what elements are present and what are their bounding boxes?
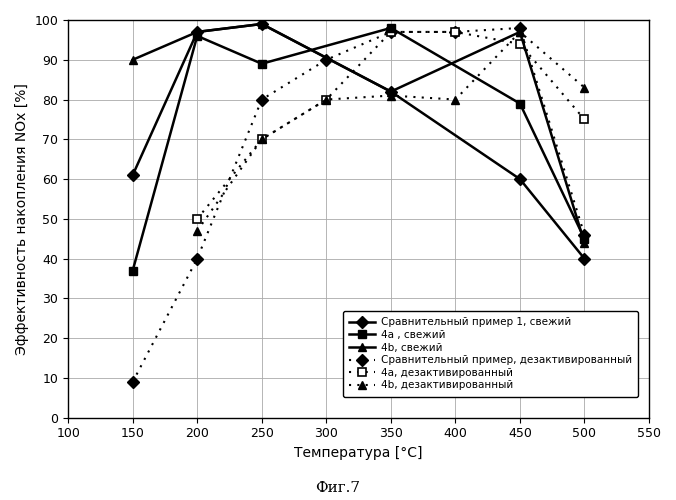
4b, свежий	[581, 240, 589, 246]
4b, дезактивированный	[581, 84, 589, 90]
4a , свежий	[516, 100, 524, 106]
4a , свежий	[258, 60, 266, 66]
Y-axis label: Эффективность накопления NOx [%]: Эффективность накопления NOx [%]	[15, 83, 29, 355]
Сравнительный пример 1, свежий	[387, 88, 395, 94]
4b, свежий	[193, 29, 201, 35]
4b, дезактивированный	[387, 92, 395, 98]
Line: 4b, дезактивированный: 4b, дезактивированный	[193, 28, 589, 235]
4b, дезактивированный	[193, 228, 201, 234]
4b, дезактивированный	[322, 96, 331, 102]
Сравнительный пример, дезактивированный	[581, 232, 589, 238]
Сравнительный пример, дезактивированный	[322, 57, 331, 63]
4a, дезактивированный	[516, 41, 524, 47]
Сравнительный пример 1, свежий	[128, 172, 137, 178]
Line: Сравнительный пример, дезактивированный: Сравнительный пример, дезактивированный	[128, 24, 589, 386]
Сравнительный пример, дезактивированный	[516, 25, 524, 31]
Text: Фиг.7: Фиг.7	[316, 481, 360, 495]
Сравнительный пример 1, свежий	[258, 21, 266, 27]
4a, дезактивированный	[387, 29, 395, 35]
4a, дезактивированный	[258, 136, 266, 142]
4b, дезактивированный	[452, 96, 460, 102]
Сравнительный пример 1, свежий	[516, 176, 524, 182]
X-axis label: Температура [°C]: Температура [°C]	[294, 446, 422, 460]
Сравнительный пример, дезактивированный	[128, 379, 137, 385]
Line: 4a , свежий: 4a , свежий	[128, 24, 589, 274]
4a , свежий	[581, 236, 589, 242]
4b, дезактивированный	[516, 29, 524, 35]
Line: Сравнительный пример 1, свежий: Сравнительный пример 1, свежий	[128, 20, 589, 263]
4a, дезактивированный	[322, 96, 331, 102]
Legend: Сравнительный пример 1, свежий, 4a , свежий, 4b, свежий, Сравнительный пример, д: Сравнительный пример 1, свежий, 4a , све…	[343, 311, 638, 396]
4a , свежий	[128, 268, 137, 274]
4b, свежий	[258, 21, 266, 27]
Сравнительный пример, дезактивированный	[452, 29, 460, 35]
4a, дезактивированный	[581, 116, 589, 122]
Сравнительный пример 1, свежий	[581, 256, 589, 262]
4b, свежий	[128, 57, 137, 63]
Сравнительный пример, дезактивированный	[258, 96, 266, 102]
Line: 4b, свежий: 4b, свежий	[128, 20, 589, 247]
4a, дезактивированный	[193, 216, 201, 222]
Сравнительный пример, дезактивированный	[387, 29, 395, 35]
4b, свежий	[516, 29, 524, 35]
Сравнительный пример 1, свежий	[193, 29, 201, 35]
4a , свежий	[193, 33, 201, 39]
4a, дезактивированный	[452, 29, 460, 35]
Сравнительный пример, дезактивированный	[193, 256, 201, 262]
4a , свежий	[387, 25, 395, 31]
4b, свежий	[387, 88, 395, 94]
4b, дезактивированный	[258, 136, 266, 142]
Line: 4a, дезактивированный: 4a, дезактивированный	[193, 28, 589, 223]
